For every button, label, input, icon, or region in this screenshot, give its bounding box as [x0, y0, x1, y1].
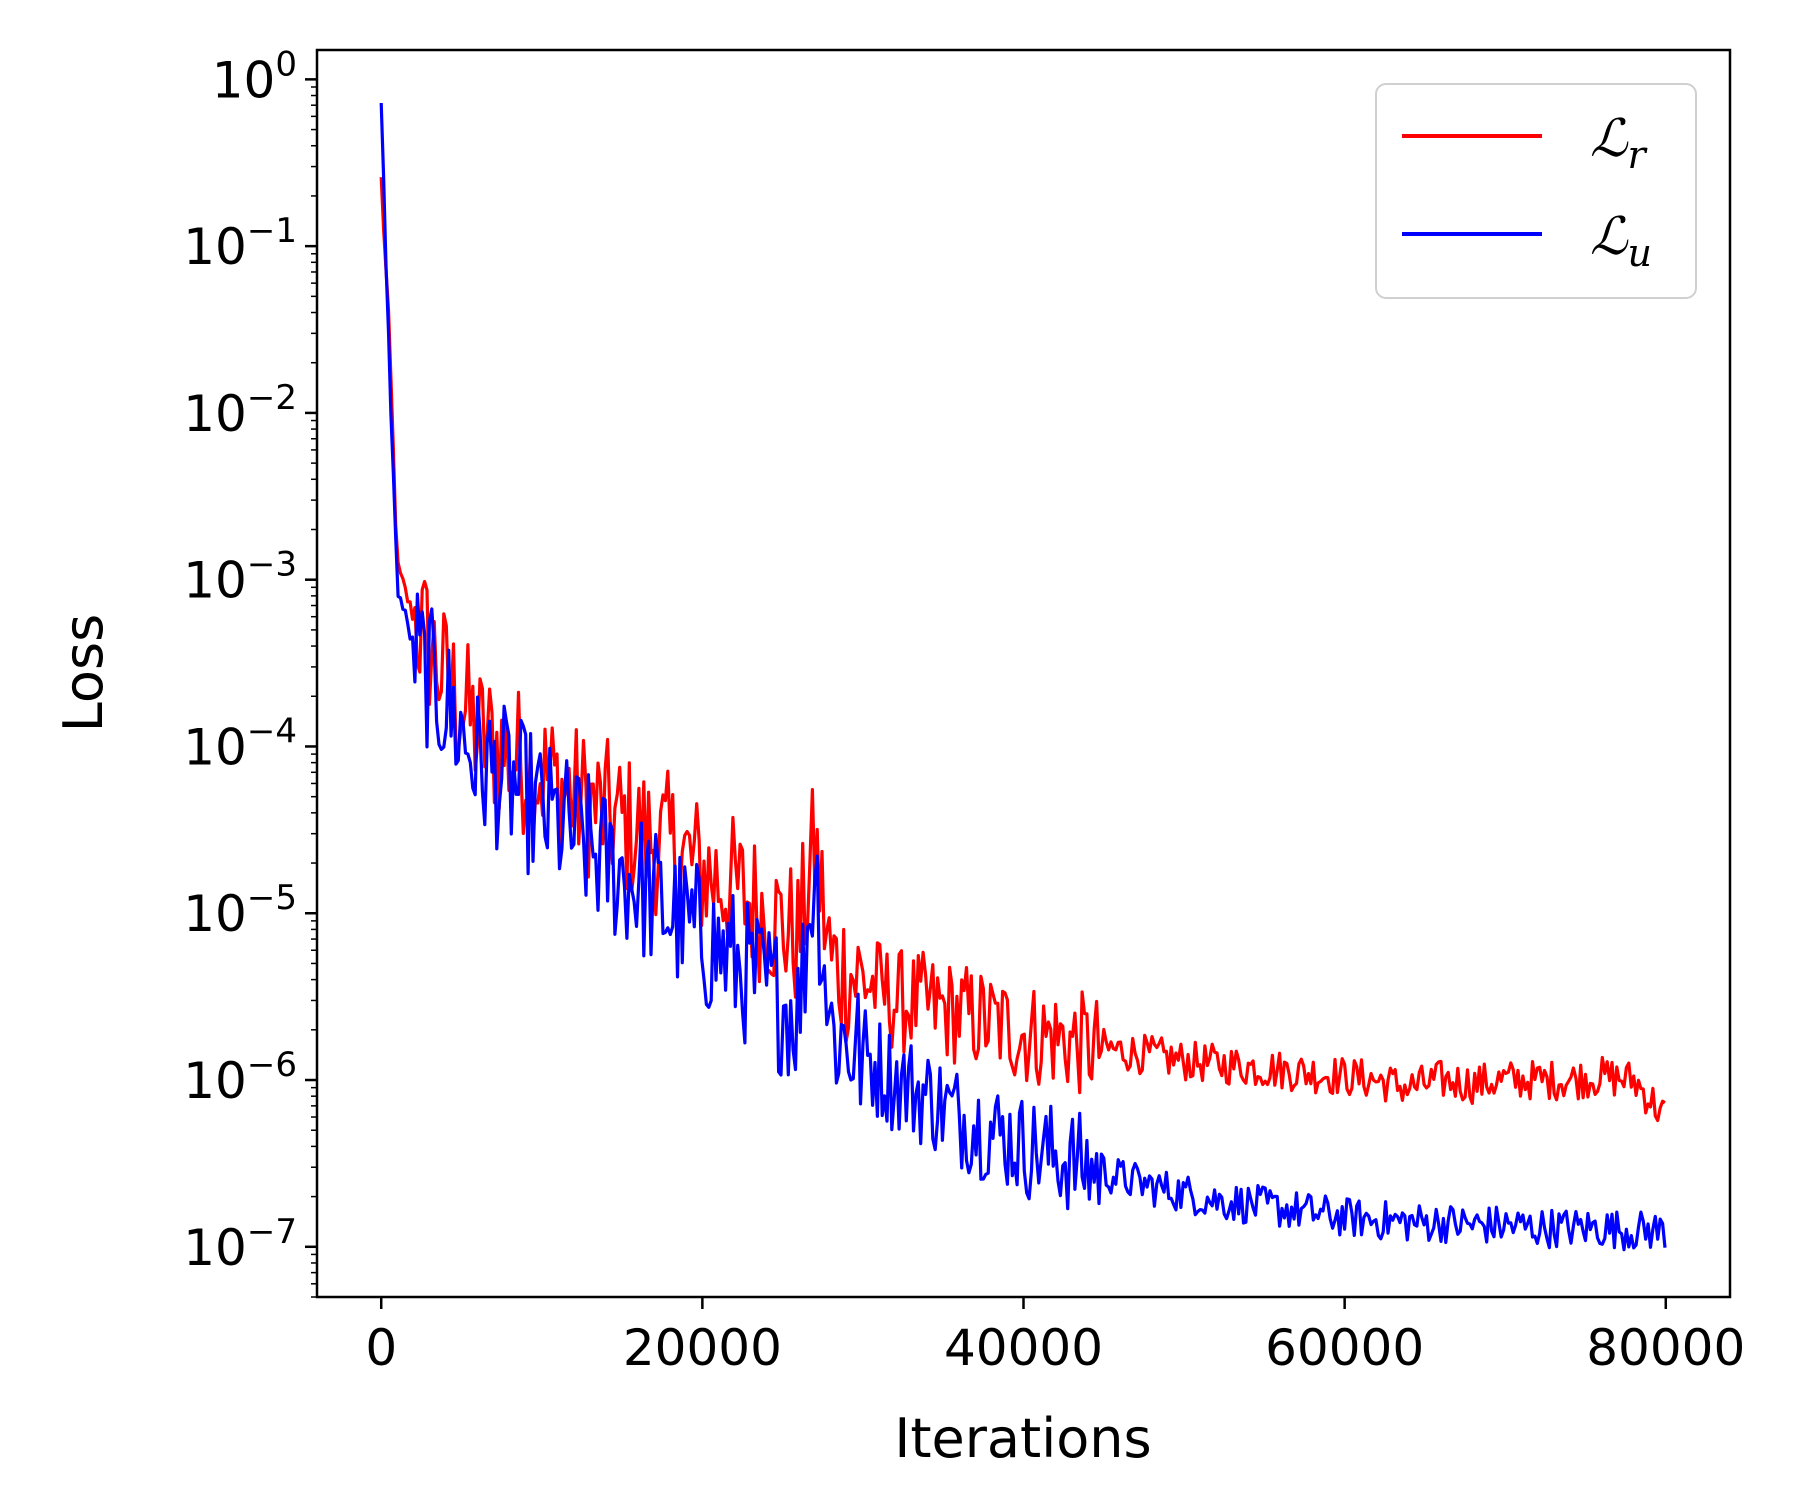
series-line-u	[379, 102, 1667, 1252]
x-axis-label: Iterations	[894, 1407, 1151, 1470]
legend-entry-lr-subscript: r	[1627, 133, 1648, 177]
y-tick-label-base: 10	[183, 385, 247, 443]
y-tick-label: 10−3	[183, 545, 297, 610]
y-tick-label: 10−7	[183, 1212, 297, 1277]
legend-entry-lu: ℒu	[1590, 207, 1652, 275]
y-tick-label: 10−5	[183, 878, 297, 943]
legend-entry-lr-symbol: ℒ	[1590, 109, 1629, 169]
x-tick-label: 20000	[623, 1319, 782, 1377]
x-tick-label: 0	[365, 1319, 397, 1377]
y-axis-label: Loss	[52, 614, 115, 732]
legend-entry-lr: ℒr	[1590, 109, 1648, 177]
y-tick-label-base: 10	[183, 885, 247, 943]
y-tick-label: 10−1	[183, 211, 297, 276]
x-tick-label: 40000	[944, 1319, 1103, 1377]
y-tick-label: 100	[212, 44, 297, 109]
x-axis: 0 20000 40000 60000 80000	[365, 1297, 1745, 1377]
x-tick-label: 80000	[1586, 1319, 1745, 1377]
y-tick-label-base: 10	[212, 51, 276, 109]
y-tick-label-exponent: −2	[247, 378, 297, 418]
legend-entry-lu-symbol: ℒ	[1590, 207, 1629, 267]
y-tick-label-base: 10	[183, 552, 247, 610]
y-tick-label-exponent: −3	[247, 545, 297, 585]
y-tick-label-base: 10	[183, 718, 247, 776]
x-tick-label: 60000	[1265, 1319, 1424, 1377]
series-line-r	[379, 177, 1666, 1123]
y-tick-label: 10−2	[183, 378, 297, 443]
y-tick-label: 10−6	[183, 1045, 297, 1110]
y-tick-label-exponent: −1	[247, 211, 297, 251]
legend: ℒr ℒu	[1375, 83, 1697, 299]
legend-entry-lu-subscript: u	[1627, 231, 1651, 275]
y-tick-label-exponent: −7	[247, 1212, 297, 1252]
y-tick-label-base: 10	[183, 218, 247, 276]
y-tick-label-exponent: −6	[247, 1045, 297, 1085]
y-tick-label-exponent: −4	[247, 711, 297, 751]
series-layer	[379, 102, 1667, 1252]
y-tick-label: 10−4	[183, 711, 297, 776]
y-tick-label-exponent: −5	[247, 878, 297, 918]
y-tick-label-base: 10	[183, 1052, 247, 1110]
y-tick-label-exponent: 0	[275, 44, 297, 84]
y-tick-label-base: 10	[183, 1219, 247, 1277]
